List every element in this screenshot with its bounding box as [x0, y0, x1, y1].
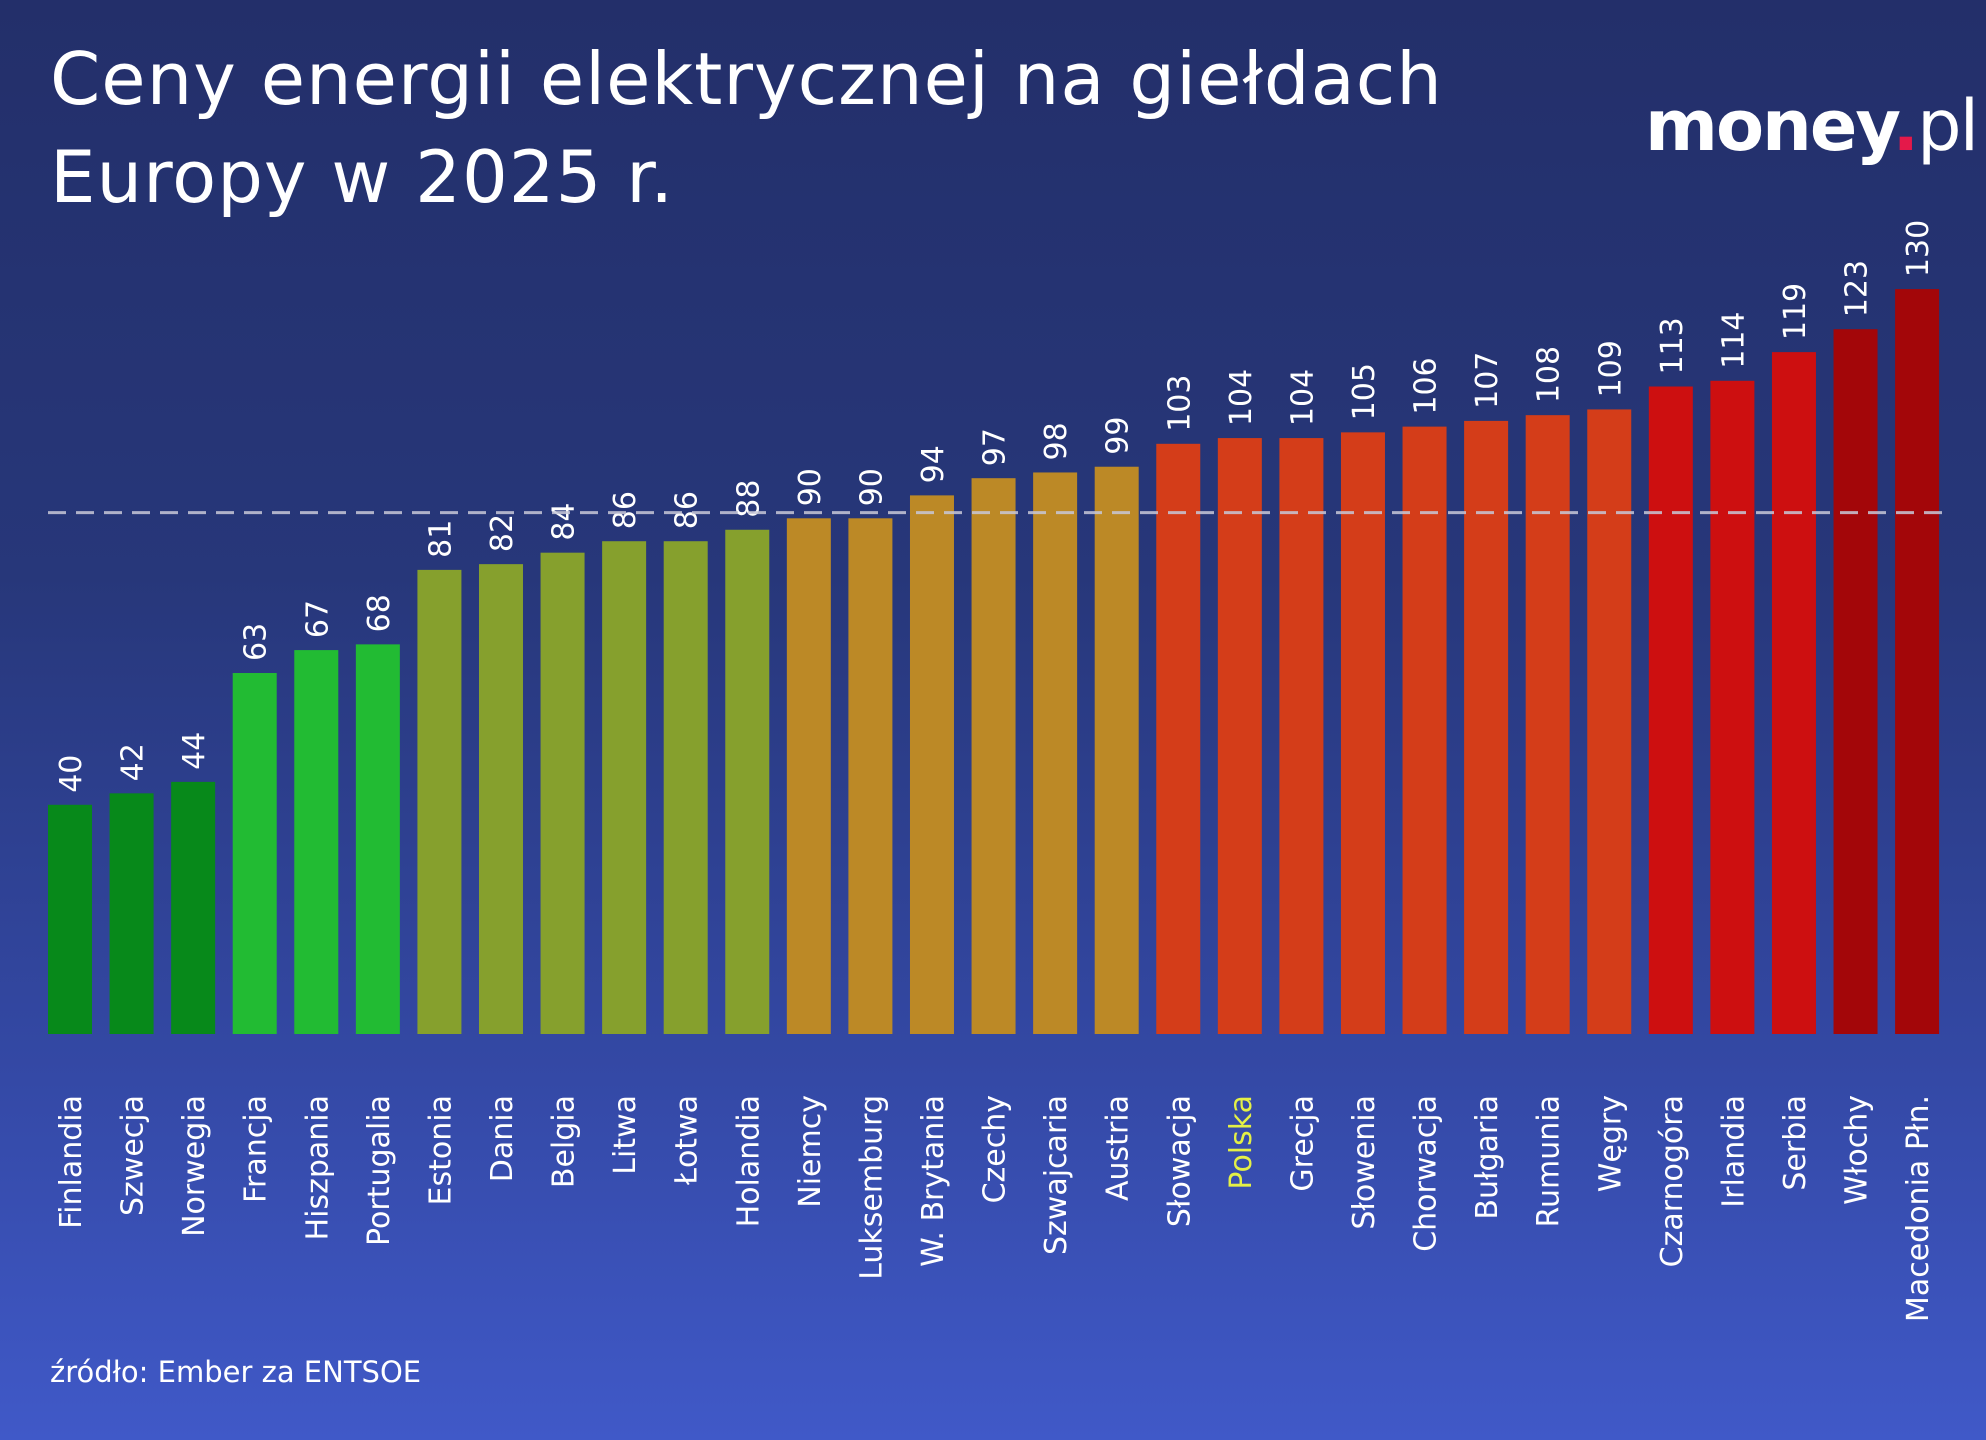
value-label: 97	[978, 428, 1013, 466]
bar-Luksemburg	[848, 518, 893, 1034]
category-label: Czarnogóra	[1655, 1095, 1690, 1267]
money-pl-logo: money.pl	[1645, 85, 1979, 167]
value-label: 90	[793, 468, 828, 506]
category-label: Szwajcaria	[1039, 1095, 1074, 1255]
category-label: Holandia	[731, 1095, 766, 1227]
bar-Austria	[1094, 466, 1139, 1035]
category-label: Słowenia	[1347, 1095, 1382, 1230]
category-label: Macedonia Płn.	[1901, 1095, 1936, 1322]
category-label: Belgia	[547, 1095, 582, 1188]
value-label: 108	[1532, 346, 1567, 403]
category-label: Hiszpania	[300, 1095, 335, 1240]
category-label: Szwecja	[116, 1095, 151, 1216]
category-label: Estonia	[423, 1095, 458, 1205]
bar-Szwecja	[109, 793, 154, 1034]
bar-Czarnogóra	[1648, 386, 1693, 1034]
bar-Czechy	[971, 478, 1016, 1034]
category-label: Dania	[485, 1095, 520, 1182]
chart-title: Ceny energii elektrycznej na giełdach Eu…	[50, 37, 1443, 219]
bar-Chorwacja	[1402, 426, 1447, 1034]
bar-Szwajcaria	[1033, 472, 1078, 1035]
value-label: 94	[916, 445, 951, 483]
value-label: 86	[670, 491, 705, 529]
value-label: 114	[1716, 312, 1751, 369]
category-label: Norwegia	[177, 1095, 212, 1237]
category-label: W. Brytania	[916, 1095, 951, 1267]
category-label: Bułgaria	[1470, 1095, 1505, 1220]
bar-Portugalia	[355, 644, 400, 1034]
bar-Belgia	[540, 552, 585, 1034]
bar-Łotwa	[663, 541, 708, 1034]
value-label: 84	[547, 502, 582, 540]
category-label: Węgry	[1593, 1095, 1628, 1192]
category-label: Słowacja	[1162, 1095, 1197, 1227]
bar-Bułgaria	[1464, 420, 1509, 1034]
bar-Niemcy	[786, 518, 831, 1034]
bar-Hiszpania	[294, 650, 339, 1034]
bar-Francja	[232, 673, 277, 1034]
value-label: 104	[1224, 369, 1259, 426]
value-label: 119	[1778, 283, 1813, 340]
value-label: 81	[423, 520, 458, 558]
value-label: 40	[54, 755, 89, 793]
category-label: Portugalia	[362, 1095, 397, 1246]
bar-Serbia	[1771, 352, 1816, 1034]
bar-Finlandia	[48, 804, 92, 1034]
category-label: Irlandia	[1716, 1095, 1751, 1208]
bar-Irlandia	[1710, 380, 1755, 1034]
category-label: Rumunia	[1532, 1095, 1567, 1227]
bar-Macedonia Płn.	[1895, 289, 1940, 1035]
bar-W. Brytania	[909, 495, 954, 1034]
bar-Holandia	[725, 529, 770, 1034]
value-label: 99	[1101, 417, 1136, 455]
value-label: 106	[1409, 357, 1444, 414]
logo-text: money	[1645, 85, 1895, 167]
value-label: 107	[1470, 352, 1505, 409]
value-label: 130	[1901, 220, 1936, 277]
value-label: 105	[1347, 363, 1382, 420]
value-label: 82	[485, 514, 520, 552]
bar-Polska	[1217, 438, 1262, 1035]
category-label: Francja	[239, 1095, 274, 1203]
bar-Włochy	[1833, 329, 1878, 1035]
value-label: 44	[177, 732, 212, 770]
value-label: 103	[1162, 375, 1197, 432]
source-note: źródło: Ember za ENTSOE	[50, 1355, 422, 1389]
value-label: 98	[1039, 422, 1074, 460]
bar-Dania	[478, 564, 523, 1034]
bar-Grecja	[1279, 438, 1324, 1035]
value-label: 123	[1840, 260, 1875, 317]
value-label: 63	[239, 623, 274, 661]
category-label: Austria	[1101, 1095, 1136, 1201]
category-label: Litwa	[608, 1095, 643, 1175]
bar-Rumunia	[1525, 415, 1570, 1034]
value-label: 109	[1593, 340, 1628, 397]
bar-Słowacja	[1156, 443, 1201, 1034]
bar-Słowenia	[1340, 432, 1385, 1035]
category-label: Niemcy	[793, 1095, 828, 1208]
category-label: Luksemburg	[854, 1095, 889, 1280]
logo-dot: .	[1892, 85, 1920, 167]
category-label: Grecja	[1285, 1095, 1320, 1192]
category-label: Polska	[1224, 1095, 1259, 1190]
category-label: Włochy	[1840, 1095, 1875, 1205]
bar-Norwegia	[171, 781, 216, 1034]
category-label: Chorwacja	[1409, 1095, 1444, 1252]
value-label: 42	[116, 743, 151, 781]
category-label: Czechy	[978, 1095, 1013, 1203]
bar-Litwa	[602, 541, 647, 1034]
category-label: Finlandia	[54, 1095, 89, 1229]
category-label: Serbia	[1778, 1095, 1813, 1191]
value-label: 104	[1285, 369, 1320, 426]
value-label: 67	[300, 600, 335, 638]
bar-Węgry	[1587, 409, 1632, 1034]
logo-suffix: pl	[1917, 85, 1979, 167]
value-label: 90	[854, 468, 889, 506]
value-label: 113	[1655, 317, 1690, 374]
category-label: Łotwa	[670, 1095, 705, 1186]
value-label: 86	[608, 491, 643, 529]
value-label: 68	[362, 594, 397, 632]
bar-Estonia	[417, 569, 462, 1034]
